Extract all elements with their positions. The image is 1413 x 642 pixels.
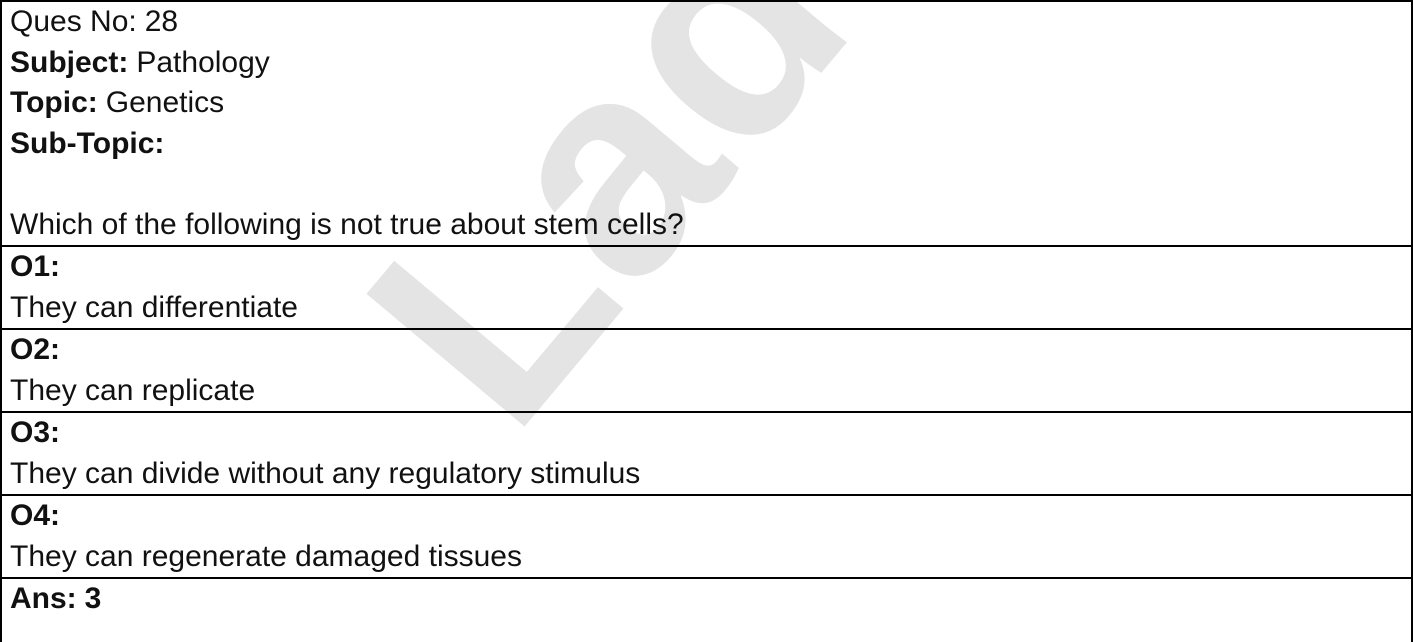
option: O2: They can replicate <box>2 328 1411 411</box>
value: 3 <box>84 582 102 615</box>
topic: Topic: Genetics <box>2 83 1411 124</box>
label: Sub-Topic: <box>10 126 165 160</box>
answer-line: Ans: 3 <box>2 579 1411 620</box>
spacer <box>2 164 1411 205</box>
option: O1: They can differentiate <box>2 245 1411 328</box>
value: 28 <box>144 5 179 38</box>
question-no: Ques No: 28 <box>2 2 1411 43</box>
option-label: O4: <box>10 499 61 532</box>
subject: Subject: Pathology <box>2 43 1411 84</box>
sub-topic: Sub-Topic: <box>2 124 1411 165</box>
question-text: Which of the following is not true about… <box>10 207 684 241</box>
content: Ques No: 28 Subject: Pathology Topic: Genet… <box>2 2 1411 620</box>
option-text: They can differentiate <box>10 290 298 324</box>
answer: Ans: 3 <box>2 577 1411 620</box>
option-text: They can replicate <box>10 373 256 407</box>
option-text: They can regenerate damaged tissues <box>10 539 522 573</box>
value: Pathology <box>136 45 270 79</box>
value: Genetics <box>105 86 225 119</box>
label: Subject: <box>10 45 129 79</box>
option-text: They can divide without any regulatory s… <box>10 456 641 490</box>
options: O1: They can differentiate O2: They can rep… <box>2 245 1411 577</box>
option-label: O3: <box>10 416 61 449</box>
option: O4: They can regenerate damaged tissues <box>2 494 1411 577</box>
option: O3: They can divide without any regulator… <box>2 411 1411 494</box>
option-label: O1: <box>10 250 61 283</box>
label: Ans: <box>10 582 77 615</box>
option-label: O2: <box>10 333 61 366</box>
label: Topic: <box>10 86 98 119</box>
label: Ques No: <box>10 5 137 38</box>
